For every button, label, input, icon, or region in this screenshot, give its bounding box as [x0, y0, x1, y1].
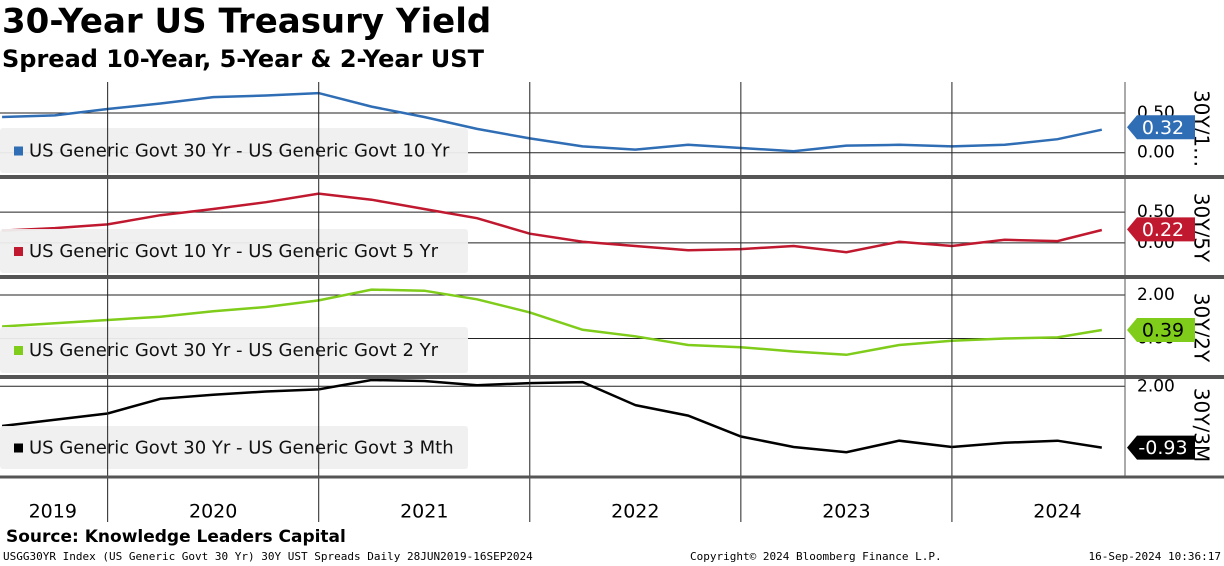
x-tick-label: 2024: [1033, 501, 1081, 523]
series-line: [2, 288, 1103, 357]
x-tick-label: 2021: [400, 501, 448, 523]
legend-box: [0, 327, 468, 373]
legend-swatch: [14, 443, 23, 453]
source: Source: Knowledge Leaders Capital: [6, 527, 346, 547]
y-tick-label: 0.50: [1137, 202, 1175, 222]
chart-subtitle: Spread 10-Year, 5-Year & 2-Year UST: [2, 45, 485, 73]
last-value-tag: [1127, 217, 1195, 242]
legend-label: US Generic Govt 30 Yr - US Generic Govt …: [29, 438, 454, 459]
legend-box: [0, 229, 468, 273]
series-line: [2, 192, 1103, 254]
series-line: [2, 91, 1103, 153]
x-tick-label: 2022: [611, 501, 659, 523]
legend-swatch: [14, 247, 23, 256]
y-tick-label: 0.00: [1137, 143, 1175, 163]
last-value-label: 0.22: [1142, 219, 1184, 241]
footer-left: USGG30YR Index (US Generic Govt 30 Yr) 3…: [3, 550, 533, 563]
last-value-label: 0.32: [1142, 117, 1184, 139]
panel-separator: [0, 375, 1224, 379]
x-tick-label: 2020: [189, 501, 237, 523]
legend-swatch: [14, 146, 23, 156]
legend-box: [0, 128, 468, 173]
footer-center: Copyright© 2024 Bloomberg Finance L.P.: [690, 550, 942, 563]
legend-swatch: [14, 346, 23, 355]
legend-label: US Generic Govt 10 Yr - US Generic Govt …: [29, 241, 439, 262]
series-line: [1, 378, 1102, 454]
last-value-tag: [1127, 435, 1195, 460]
last-value-tag: [1127, 115, 1195, 140]
panel-separator: [0, 275, 1224, 279]
last-value-label: -0.93: [1138, 437, 1187, 459]
footer-right: 16-Sep-2024 10:36:17: [1089, 550, 1221, 563]
x-tick-label: 2019: [29, 501, 77, 523]
y-tick-label: 2.00: [1137, 376, 1175, 396]
chart-title: 30-Year US Treasury Yield: [2, 2, 491, 42]
panel-separator: [0, 175, 1224, 179]
x-tick-label: 2023: [822, 501, 870, 523]
legend-box: [0, 426, 468, 469]
legend-label: US Generic Govt 30 Yr - US Generic Govt …: [29, 340, 439, 361]
legend-label: US Generic Govt 30 Yr - US Generic Govt …: [29, 141, 450, 162]
y-tick-label: 2.00: [1137, 285, 1175, 305]
last-value-label: 0.39: [1142, 320, 1184, 342]
last-value-tag: [1127, 318, 1195, 342]
